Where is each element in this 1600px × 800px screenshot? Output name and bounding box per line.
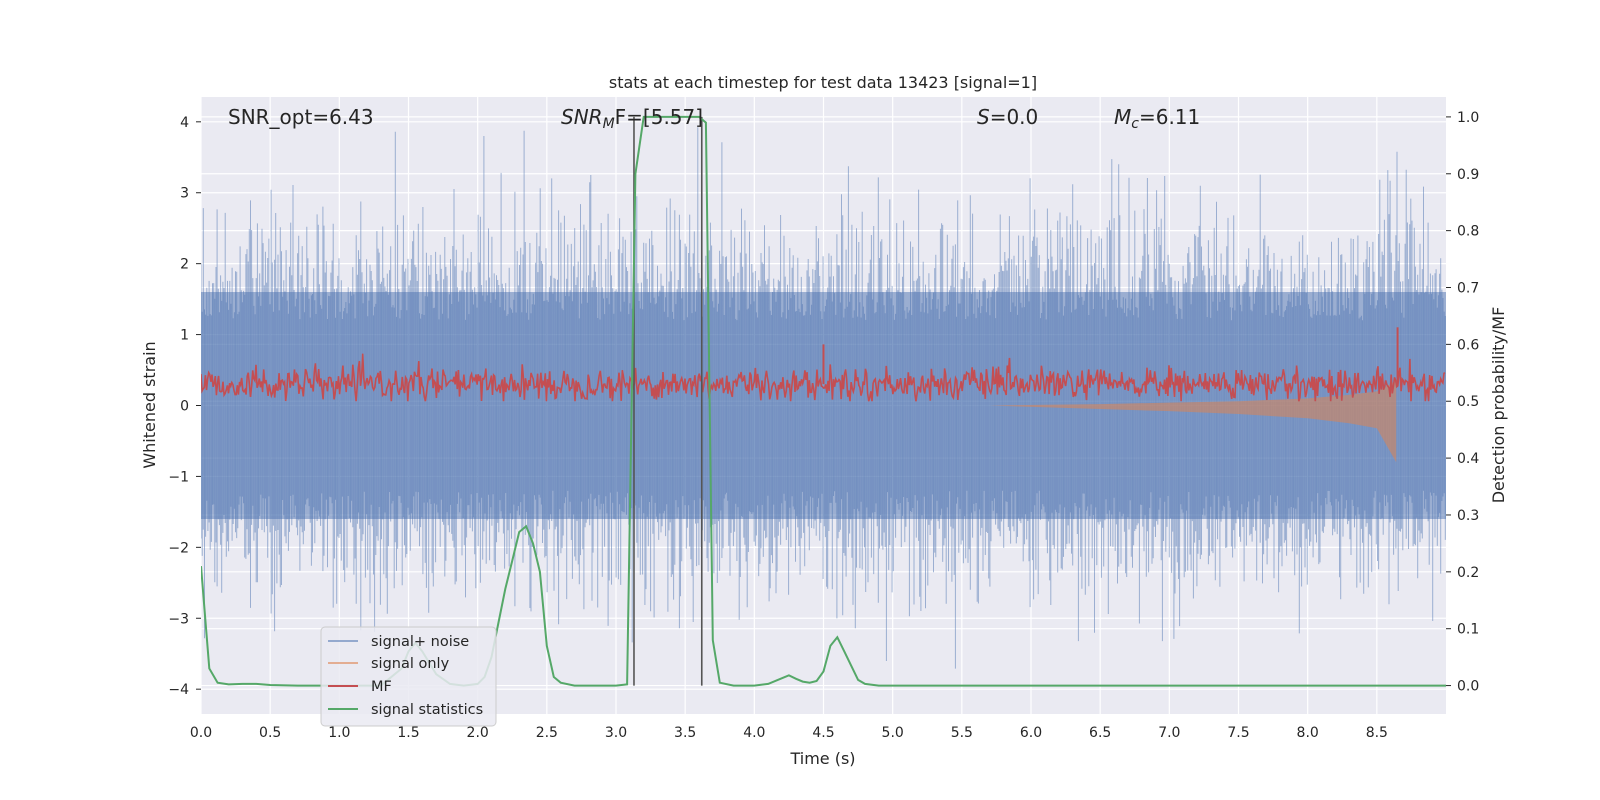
annotation-s-label: S xyxy=(977,105,990,129)
y-left-tick-label: 1 xyxy=(180,328,189,344)
x-tick-label: 1.5 xyxy=(397,725,419,741)
x-tick-label: 5.0 xyxy=(882,725,904,741)
annotation-snr-mf: SNRMF=[5.57] xyxy=(561,105,703,132)
y-right-tick-label: 0.4 xyxy=(1457,451,1479,467)
x-axis-ticks: 0.0 0.5 1.0 1.5 2.0 2.5 3.0 3.5 4.0 4.5 5.0 5.5 6.0 6… xyxy=(190,725,1388,741)
y-right-tick-label: 0.2 xyxy=(1457,565,1479,581)
legend: signal+ noise signal only MF signal stat… xyxy=(320,626,497,727)
x-tick-label: 7.5 xyxy=(1227,725,1249,741)
legend-label-mf: MF xyxy=(371,679,392,695)
annotation-s: S=0.0 xyxy=(977,105,1038,129)
legend-box xyxy=(320,626,497,727)
legend-label-signal-plus-noise: signal+ noise xyxy=(371,634,469,650)
y-left-tick-label: −3 xyxy=(168,611,189,627)
y-right-tick-label: 0.7 xyxy=(1457,281,1479,297)
x-tick-label: 8.5 xyxy=(1366,725,1388,741)
y-right-tick-label: 0.8 xyxy=(1457,224,1479,240)
legend-label-signal-only: signal only xyxy=(371,656,450,672)
y-left-tick-label: 2 xyxy=(180,257,189,273)
x-tick-label: 0.5 xyxy=(259,725,281,741)
y-right-tick-label: 0.5 xyxy=(1457,394,1479,410)
x-tick-label: 1.0 xyxy=(328,725,350,741)
y-right-tick-label: 0.9 xyxy=(1457,167,1479,183)
annotation-snr-mf-base: SNR xyxy=(561,105,603,129)
x-tick-label: 2.5 xyxy=(536,725,558,741)
y-right-tick-label: 0.0 xyxy=(1457,679,1479,695)
y-left-tick-label: 3 xyxy=(180,186,189,202)
chart-title: stats at each timestep for test data 134… xyxy=(609,73,1037,92)
legend-label-signal-statistics: signal statistics xyxy=(371,702,483,718)
y-axis-left-label: Whitened strain xyxy=(140,341,159,468)
y-left-tick-label: −4 xyxy=(168,682,189,698)
annotation-snr-mf-sub: M xyxy=(603,116,615,132)
annotation-s-value: =0.0 xyxy=(990,105,1039,129)
x-tick-label: 7.0 xyxy=(1158,725,1180,741)
y-left-tick-label: −1 xyxy=(168,469,189,485)
annotation-snr-mf-rest: F=[5.57] xyxy=(615,105,703,129)
signal-only-envelope xyxy=(989,380,1397,463)
y-axis-right-label: Detection probability/MF xyxy=(1489,307,1508,504)
x-tick-label: 6.0 xyxy=(1020,725,1042,741)
x-tick-label: 2.0 xyxy=(467,725,489,741)
y-right-tick-label: 1.0 xyxy=(1457,110,1479,126)
y-left-tick-label: 4 xyxy=(180,115,189,131)
x-tick-label: 5.5 xyxy=(951,725,973,741)
y-axis-left-ticks: −4 −3 −2 −1 0 1 2 3 4 xyxy=(168,115,201,698)
annotation-mc-sub: c xyxy=(1131,116,1139,132)
annotation-mc-label: M xyxy=(1114,105,1131,129)
mf-trace xyxy=(201,353,1446,402)
x-tick-label: 4.5 xyxy=(812,725,834,741)
series-signal-only xyxy=(989,380,1397,463)
y-right-tick-label: 0.6 xyxy=(1457,337,1479,353)
x-tick-label: 8.0 xyxy=(1297,725,1319,741)
annotation-mc-value: =6.11 xyxy=(1139,105,1200,129)
y-axis-right-ticks: 0.0 0.1 0.2 0.3 0.4 0.5 0.6 0.7 0.8 0.9 1.0 xyxy=(1446,110,1479,695)
x-tick-label: 4.0 xyxy=(743,725,765,741)
x-tick-label: 6.5 xyxy=(1089,725,1111,741)
x-tick-label: 3.5 xyxy=(674,725,696,741)
x-tick-label: 0.0 xyxy=(190,725,212,741)
y-left-tick-label: −2 xyxy=(168,540,189,556)
x-tick-label: 3.0 xyxy=(605,725,627,741)
annotation-snr-opt: SNR_opt=6.43 xyxy=(228,105,374,129)
series-mf xyxy=(201,327,1446,402)
annotation-mc: Mc=6.11 xyxy=(1114,105,1200,132)
y-left-tick-label: 0 xyxy=(180,399,189,415)
y-right-tick-label: 0.3 xyxy=(1457,508,1479,524)
x-axis-label: Time (s) xyxy=(789,749,855,768)
y-right-tick-label: 0.1 xyxy=(1457,622,1479,638)
